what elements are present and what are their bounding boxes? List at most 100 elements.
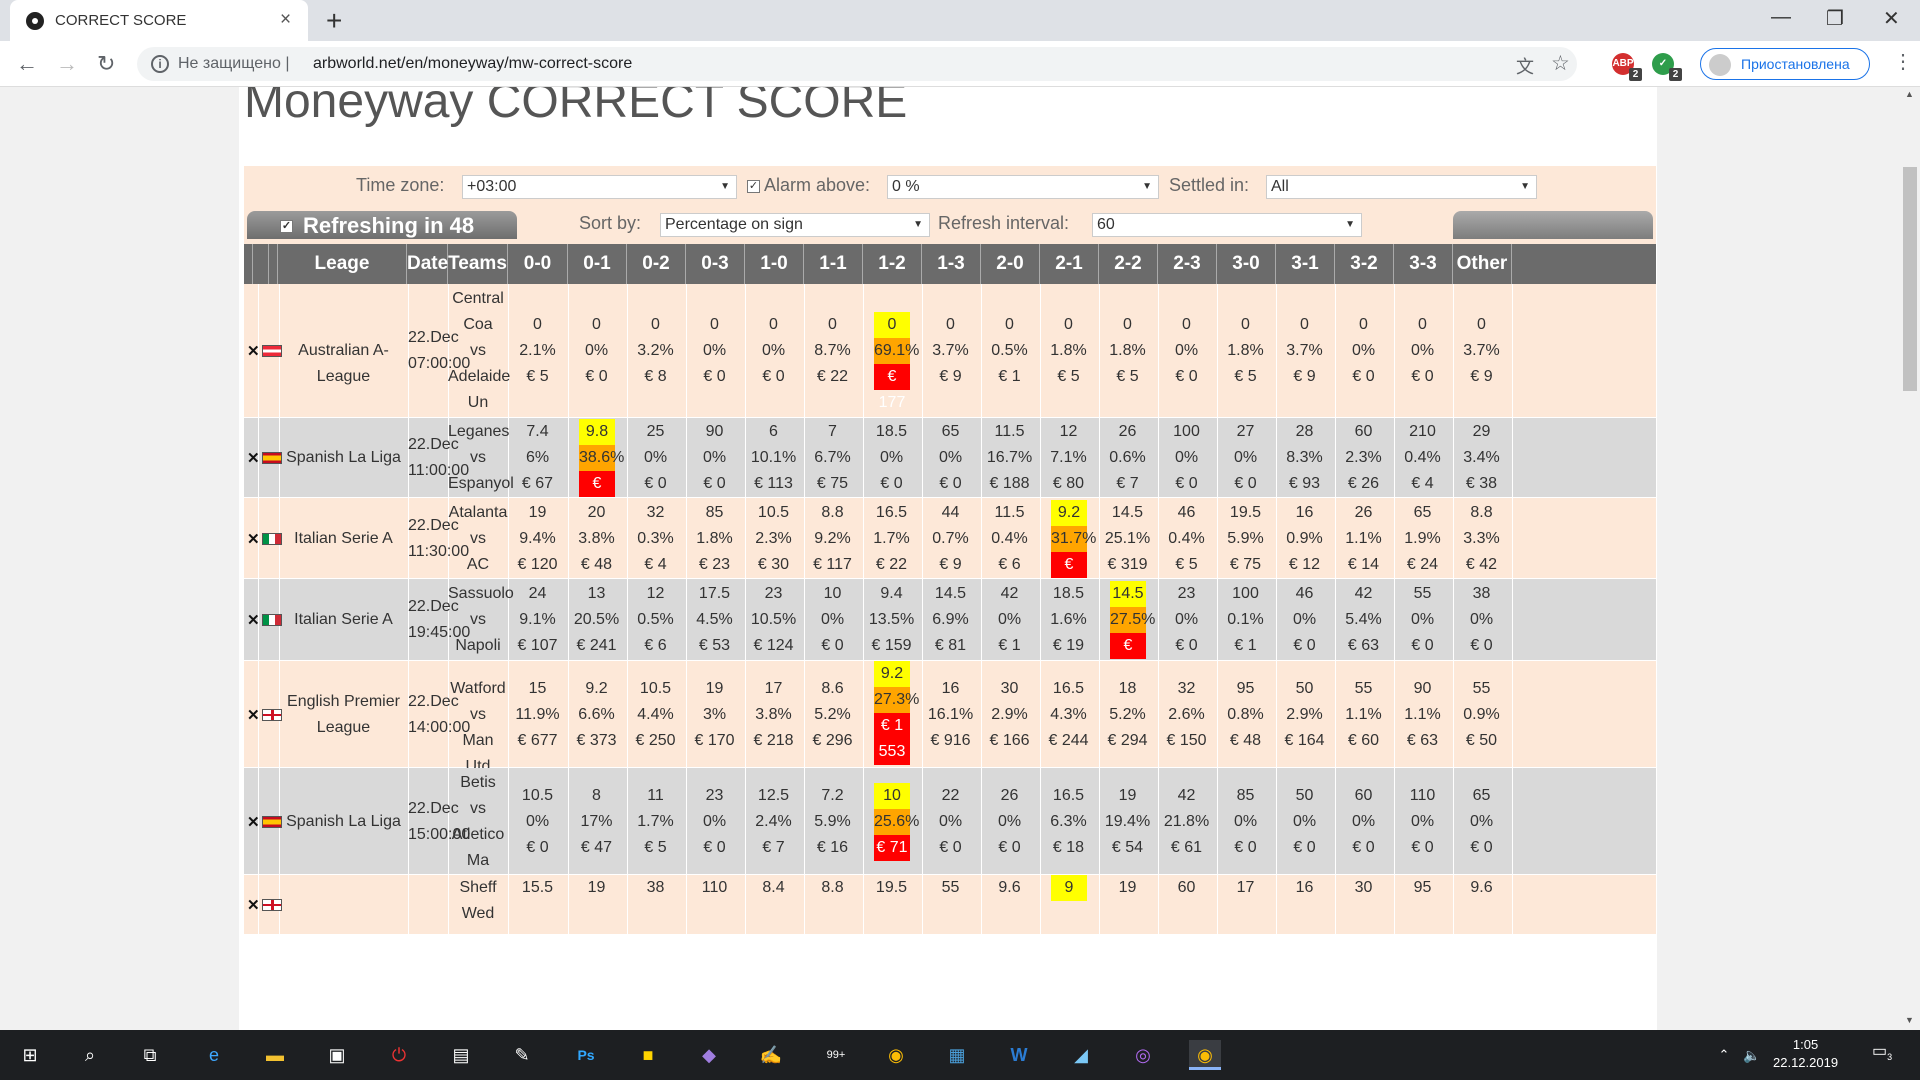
header-0-1[interactable]: 0-1 <box>568 244 627 284</box>
edge-icon[interactable]: e <box>208 1045 219 1065</box>
tray-arrow-icon[interactable]: ⌃ <box>1718 1047 1730 1062</box>
file-explorer-icon[interactable]: ▬ <box>266 1045 284 1065</box>
money-cell: € 63 <box>1347 637 1380 654</box>
money-cell: € 4 <box>644 555 667 573</box>
gray-tab-button[interactable] <box>1453 211 1653 239</box>
remove-match-icon[interactable]: ✕ <box>247 530 260 548</box>
header-1-3[interactable]: 1-3 <box>922 244 981 284</box>
money-cell: € 47 <box>580 838 613 856</box>
reload-icon[interactable]: ↻ <box>97 51 116 76</box>
media-app-icon[interactable]: ◎ <box>1135 1045 1151 1065</box>
window-close-icon[interactable]: ✕ <box>1883 8 1900 30</box>
header-other[interactable]: Other <box>1453 244 1512 284</box>
chrome-icon[interactable]: ◉ <box>888 1045 904 1065</box>
minimize-icon[interactable]: — <box>1771 6 1791 28</box>
close-tab-icon[interactable]: × <box>280 9 292 30</box>
odds-cell: 8.8 <box>1470 503 1493 521</box>
odds-cell: 110 <box>701 879 728 896</box>
remove-match-icon[interactable]: ✕ <box>247 450 260 467</box>
odds-cell: 18 <box>1118 679 1137 697</box>
forward-icon[interactable]: → <box>56 51 78 76</box>
back-icon[interactable]: ← <box>16 51 38 76</box>
task-view-icon[interactable]: ⧉ <box>143 1045 157 1065</box>
header-3-0[interactable]: 3-0 <box>1217 244 1276 284</box>
remove-match-icon[interactable]: ✕ <box>247 706 260 724</box>
header-leage[interactable]: Leage <box>278 244 407 284</box>
paint-icon[interactable]: ✎ <box>514 1045 530 1065</box>
scroll-down-icon[interactable]: ▼ <box>1905 1015 1914 1025</box>
sticky-notes-icon[interactable]: ■ <box>642 1045 654 1065</box>
header-2-3[interactable]: 2-3 <box>1158 244 1217 284</box>
kebab-menu-icon[interactable]: ⋮ <box>1893 51 1913 73</box>
volume-icon[interactable]: 🔈 <box>1743 1047 1761 1063</box>
word-icon[interactable]: W <box>1010 1045 1028 1065</box>
header-0-3[interactable]: 0-3 <box>686 244 745 284</box>
header-2-2[interactable]: 2-2 <box>1099 244 1158 284</box>
search-icon[interactable]: ⌕ <box>84 1045 96 1065</box>
scroll-thumb[interactable] <box>1903 167 1917 391</box>
header-1-0[interactable]: 1-0 <box>745 244 804 284</box>
alarm-checkbox[interactable]: ✓ <box>747 180 760 193</box>
percent-cell: 0% <box>525 812 550 830</box>
percent-cell: 2.9% <box>991 705 1028 723</box>
odds-cell: 42 <box>1000 585 1019 602</box>
power-app-icon[interactable]: ⏻ <box>391 1045 407 1065</box>
header-3-1[interactable]: 3-1 <box>1276 244 1335 284</box>
browser-tab[interactable]: CORRECT SCORE × <box>10 0 308 41</box>
header-0-2[interactable]: 0-2 <box>627 244 686 284</box>
app-icon[interactable]: ▤ <box>452 1045 470 1065</box>
odds-cell: 15 <box>528 679 547 697</box>
shield-extension-icon[interactable]: ✓ 2 <box>1652 53 1682 81</box>
omnibox[interactable]: i Не защищено | arbworld.net/en/moneyway… <box>137 47 1577 81</box>
header-1-2[interactable]: 1-2 <box>863 244 922 284</box>
new-tab-icon[interactable]: + <box>326 5 343 36</box>
bookmark-star-icon[interactable]: ☆ <box>1551 52 1570 75</box>
remove-match-icon[interactable]: ✕ <box>247 897 260 914</box>
notepad-icon[interactable]: ✍ <box>759 1045 783 1065</box>
money-cell: € 71 <box>874 834 910 861</box>
restore-icon[interactable]: ❐ <box>1826 8 1844 30</box>
mail-badge[interactable]: 99+ <box>826 1049 846 1061</box>
translate-icon[interactable]: 文 <box>1516 57 1534 77</box>
url-text[interactable]: arbworld.net/en/moneyway/mw-correct-scor… <box>313 55 633 72</box>
header-3-2[interactable]: 3-2 <box>1335 244 1394 284</box>
odds-cell: 25 <box>646 423 665 440</box>
alarm-select[interactable]: 0 % ▼ <box>887 175 1159 199</box>
money-cell: € 0 <box>644 475 667 492</box>
header-2-0[interactable]: 2-0 <box>981 244 1040 284</box>
settled-select[interactable]: All ▼ <box>1266 175 1537 199</box>
remove-match-icon[interactable]: ✕ <box>247 612 260 629</box>
remove-match-icon[interactable]: ✕ <box>247 813 260 831</box>
scrollbar[interactable]: ▲ ▼ <box>1900 87 1920 1030</box>
app-light-icon[interactable]: ◢ <box>1074 1045 1088 1065</box>
header-date[interactable]: Date <box>407 244 448 284</box>
refresh-checkbox[interactable]: ✓ <box>280 220 293 233</box>
tab-strip: CORRECT SCORE × + — ❐ ✕ <box>0 0 1920 41</box>
header-3-3[interactable]: 3-3 <box>1394 244 1453 284</box>
notification-icon[interactable]: ▭3 <box>1872 1043 1893 1063</box>
profile-button[interactable]: Приостановлена <box>1700 48 1870 80</box>
clock[interactable]: 1:05 22.12.2019 <box>1773 1037 1839 1070</box>
visual-studio-icon[interactable]: ◆ <box>702 1045 716 1065</box>
match-teams: Sheff Wed <box>459 879 497 922</box>
app-blue-icon[interactable]: ▦ <box>948 1045 966 1065</box>
windows-start-icon[interactable]: ⊞ <box>22 1045 38 1065</box>
refresh-toggle-button[interactable]: ✓ Refreshing in 48 <box>247 211 517 239</box>
header-0-0[interactable]: 0-0 <box>508 244 568 284</box>
chrome-active-icon[interactable]: ◉ <box>1189 1040 1221 1070</box>
info-icon[interactable]: i <box>151 55 169 73</box>
odds-cell: 26 <box>1118 423 1137 440</box>
remove-match-icon[interactable]: ✕ <box>247 343 260 360</box>
header-teams[interactable]: Teams <box>448 244 508 284</box>
header-2-1[interactable]: 2-1 <box>1040 244 1099 284</box>
money-cell: € 218 <box>753 731 794 749</box>
scroll-up-icon[interactable]: ▲ <box>1905 89 1914 99</box>
photoshop-icon[interactable]: Ps <box>577 1047 595 1063</box>
odds-cell: 20 <box>587 503 606 521</box>
timezone-select[interactable]: +03:00 ▼ <box>462 175 737 199</box>
adblock-icon[interactable]: ABP 2 <box>1612 53 1642 81</box>
header-1-1[interactable]: 1-1 <box>804 244 863 284</box>
sort-select[interactable]: Percentage on sign ▼ <box>660 213 930 237</box>
store-icon[interactable]: ▣ <box>328 1045 346 1065</box>
interval-select[interactable]: 60 ▼ <box>1092 213 1362 237</box>
